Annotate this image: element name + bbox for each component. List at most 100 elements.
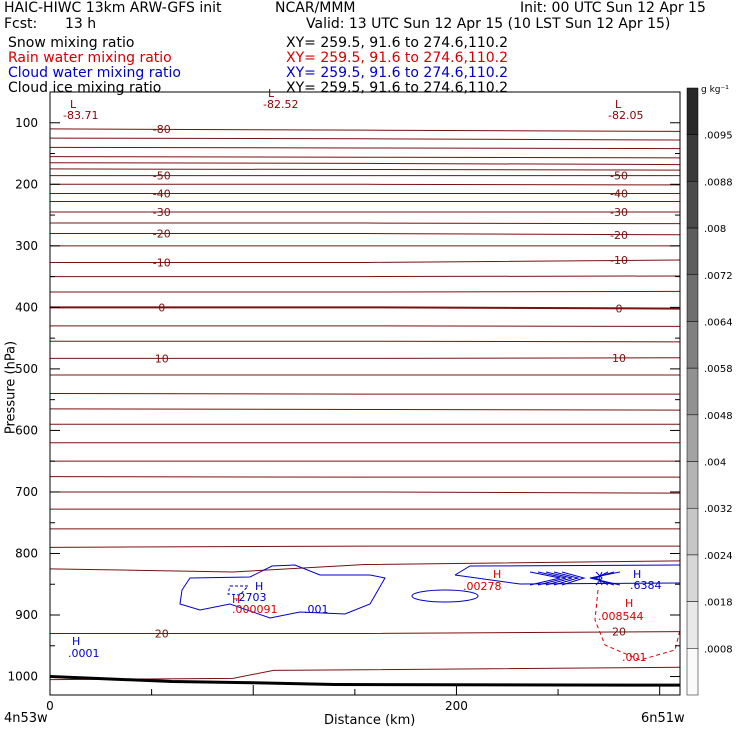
cloud-water-contour bbox=[411, 589, 479, 603]
y-tick-label: 400 bbox=[15, 300, 38, 314]
colorbar-label: .0018 bbox=[704, 598, 733, 609]
colorbar-label: .0058 bbox=[704, 364, 733, 375]
colorbar-label: .004 bbox=[704, 458, 726, 469]
isotherm-line bbox=[49, 162, 681, 166]
colorbar-label: .008 bbox=[704, 224, 726, 235]
isotherm--10 bbox=[50, 259, 681, 263]
colorbar-label: .0064 bbox=[704, 317, 733, 328]
isotherm-label: 0 bbox=[158, 301, 165, 314]
rain-water-contour bbox=[594, 589, 681, 661]
extremum-value: .008544 bbox=[598, 610, 644, 623]
fcst-label: Fcst: bbox=[4, 16, 38, 32]
cloud-water-contour bbox=[595, 571, 603, 586]
isotherm-label: -50 bbox=[153, 170, 171, 183]
isotherm-line bbox=[49, 666, 681, 681]
extremum-marker: H bbox=[255, 580, 263, 593]
field-xy-snow: XY= 259.5, 91.6 to 274.6,110.2 bbox=[286, 35, 509, 51]
isotherm-line bbox=[49, 393, 680, 395]
colorbar: .0095 .0088 .008 .0072 .0064 .0058 .0048 .004 .0… bbox=[686, 85, 733, 696]
isotherm-line bbox=[49, 476, 680, 478]
colorbar-label: .0048 bbox=[704, 411, 733, 422]
cloud-water-contour bbox=[591, 571, 615, 586]
extremum-value: -82.05 bbox=[608, 109, 643, 122]
colorbar-swatch bbox=[686, 134, 699, 182]
colorbar-unit: g kg⁻¹ bbox=[701, 85, 729, 95]
colorbar-label: .0095 bbox=[704, 131, 733, 142]
init-time: Init: 00 UTC Sun 12 Apr 15 bbox=[520, 0, 706, 16]
y-tick-label: 300 bbox=[15, 239, 38, 253]
isotherm--20 bbox=[50, 233, 681, 236]
isotherm-label: 0 bbox=[616, 303, 623, 316]
y-tick-label: 700 bbox=[15, 485, 38, 499]
plot-frame bbox=[49, 91, 681, 696]
x-tick-label: 200 bbox=[445, 699, 468, 713]
contour-label: .001 bbox=[304, 603, 329, 616]
isotherm-line bbox=[49, 146, 681, 150]
extremum-marker: H bbox=[232, 593, 240, 606]
extremum-marker: H bbox=[72, 635, 80, 648]
field-xy-rain: XY= 259.5, 91.6 to 274.6,110.2 bbox=[286, 50, 509, 66]
colorbar-swatch bbox=[686, 87, 699, 135]
isotherm-label: -20 bbox=[610, 229, 628, 242]
colorbar-label: .0032 bbox=[704, 504, 733, 515]
extremum-marker: L bbox=[615, 98, 622, 111]
colorbar-swatch bbox=[686, 461, 699, 509]
cloud-water-contour bbox=[594, 571, 609, 586]
isotherm-label: 20 bbox=[612, 626, 626, 639]
extremum-marker: L bbox=[70, 98, 77, 111]
y-tick-label: 800 bbox=[15, 546, 38, 560]
fcst-value: 13 h bbox=[65, 16, 97, 32]
terrain-surface-line bbox=[49, 675, 681, 687]
valid-time: Valid: 13 UTC Sun 12 Apr 15 (10 LST Sun … bbox=[306, 16, 671, 32]
cloud-water-contour bbox=[227, 585, 250, 596]
field-name-rain: Rain water mixing ratio bbox=[8, 50, 172, 66]
colorbar-swatch bbox=[686, 367, 699, 416]
colorbar-swatch bbox=[686, 274, 699, 322]
model-title: HAIC-HIWC 13km ARW-GFS init bbox=[4, 0, 222, 16]
x-tick-label: 0 bbox=[46, 699, 54, 713]
org-label: NCAR/MMM bbox=[275, 0, 356, 16]
isotherm-line bbox=[49, 137, 681, 141]
background-temperature-lines bbox=[49, 137, 681, 548]
cloud-water-contour bbox=[589, 571, 621, 586]
colorbar-swatch bbox=[686, 414, 699, 462]
isotherm-label: 20 bbox=[155, 627, 169, 640]
colorbar-swatch bbox=[686, 648, 699, 696]
contour-label: .001 bbox=[622, 651, 647, 664]
cloud-water-contour bbox=[553, 571, 580, 586]
colorbar-swatch bbox=[686, 554, 699, 602]
colorbar-label: .0072 bbox=[704, 271, 733, 282]
isotherm-label: -30 bbox=[153, 206, 171, 219]
isotherm-label: -50 bbox=[610, 170, 628, 183]
y-axis-label: Pressure (hPa) bbox=[3, 340, 19, 435]
isotherm-line bbox=[50, 290, 681, 293]
cloud-water-contour bbox=[545, 571, 573, 586]
isotherm-line bbox=[50, 340, 681, 343]
y-tick-label: 1000 bbox=[7, 670, 38, 684]
isotherm-line bbox=[49, 156, 681, 159]
isotherm-label: 10 bbox=[612, 352, 626, 365]
isotherm-label: -30 bbox=[610, 206, 628, 219]
extremum-value: .0001 bbox=[68, 647, 100, 660]
cloud-water-contour bbox=[561, 571, 586, 586]
colorbar-label: .0024 bbox=[704, 551, 733, 562]
isotherm-10 bbox=[50, 357, 681, 359]
isotherm-line bbox=[49, 545, 680, 548]
isotherm-label: -10 bbox=[153, 256, 171, 269]
chart-labels: L-83.71L-82.52 L-82.05H.2703H.000091H.000… bbox=[63, 87, 662, 664]
y-tick-label: 600 bbox=[15, 423, 38, 437]
extremum-value: .000091 bbox=[232, 603, 278, 616]
y-tick-label: 500 bbox=[15, 362, 38, 376]
isotherm-line bbox=[49, 168, 681, 171]
isotherm-label: -40 bbox=[153, 188, 171, 201]
extremum-value: .6384 bbox=[630, 579, 662, 592]
x-axis-label: Distance (km) bbox=[324, 713, 416, 728]
isotherm-line bbox=[50, 491, 681, 494]
cloud-water-contour bbox=[454, 574, 681, 585]
isotherm-line bbox=[50, 222, 681, 225]
y-tick-label: 200 bbox=[15, 177, 38, 191]
colorbar-swatch bbox=[686, 227, 699, 276]
isotherm-20 bbox=[50, 631, 681, 634]
cloud-water-contour bbox=[537, 571, 567, 586]
